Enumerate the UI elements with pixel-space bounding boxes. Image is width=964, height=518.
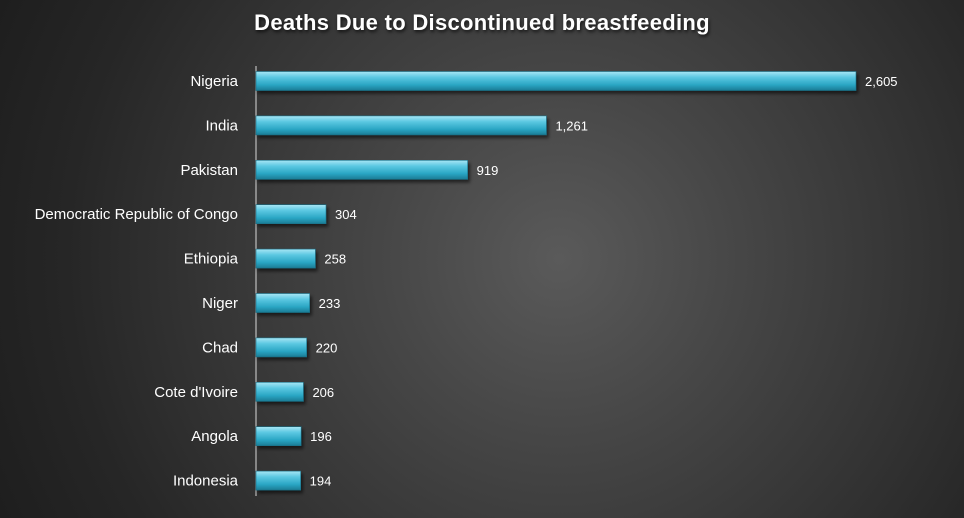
category-label: Pakistan (180, 162, 238, 179)
bar (255, 337, 307, 358)
bar (255, 71, 857, 91)
value-label: 258 (324, 252, 346, 267)
value-label: 206 (312, 385, 334, 400)
chart-title: Deaths Due to Discontinued breastfeeding (254, 10, 710, 35)
category-label: Niger (202, 295, 238, 312)
bar (255, 293, 310, 313)
bar (255, 115, 547, 136)
category-label: Cote d'Ivoire (154, 384, 238, 401)
value-label: 2,605 (865, 74, 898, 89)
category-label: Chad (202, 339, 238, 356)
category-label: Ethiopia (184, 251, 239, 268)
bar (255, 426, 302, 447)
bar (255, 204, 327, 224)
value-label: 233 (319, 296, 341, 311)
category-label: Nigeria (190, 73, 238, 90)
category-label: Indonesia (173, 473, 239, 490)
value-label: 220 (316, 340, 338, 355)
category-label: Democratic Republic of Congo (35, 206, 238, 223)
value-label: 304 (335, 207, 357, 222)
bars-group: Nigeria 2,605 India 1,261 Pakistan 919 Democra… (35, 71, 898, 491)
value-label: 1,261 (555, 118, 588, 133)
value-label: 919 (477, 163, 499, 178)
bar (255, 160, 468, 180)
value-label: 194 (310, 474, 332, 489)
category-label: India (205, 117, 238, 134)
category-label: Angola (191, 428, 238, 445)
bar (255, 470, 301, 491)
value-label: 196 (310, 429, 332, 444)
bar (255, 248, 316, 269)
bar (255, 381, 304, 402)
